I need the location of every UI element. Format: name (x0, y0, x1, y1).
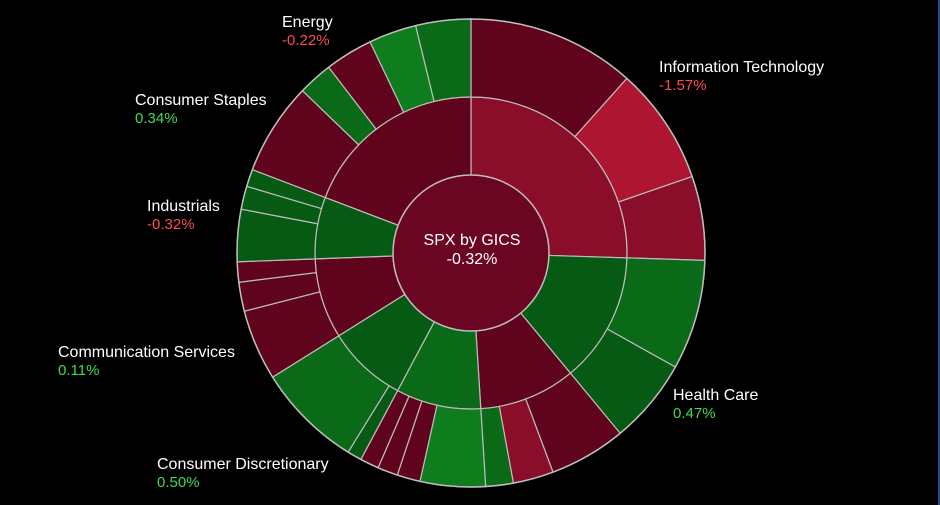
label-change: -0.32% (147, 216, 195, 233)
label-change: 0.47% (673, 405, 716, 422)
label-change: 0.34% (135, 110, 178, 127)
industry-ring (236, 18, 706, 488)
label-name: Health Care (673, 387, 759, 404)
label-health-care[interactable]: Health Care 0.47% (673, 387, 758, 423)
outer-outline (236, 18, 706, 488)
label-name: Industrials (147, 198, 220, 215)
label-name: Communication Services (58, 344, 235, 361)
label-consumer-discretionary[interactable]: Consumer Discretionary 0.50% (157, 456, 329, 492)
label-change: -0.22% (282, 32, 330, 49)
label-consumer-staples[interactable]: Consumer Staples 0.34% (135, 92, 267, 128)
label-name: Information Technology (659, 59, 825, 76)
label-energy[interactable]: Energy -0.22% (282, 14, 333, 50)
label-name: Consumer Discretionary (157, 456, 329, 473)
label-information-technology[interactable]: Information Technology -1.57% (659, 59, 824, 95)
label-change: -1.57% (659, 77, 707, 94)
center-summary: SPX by GICS -0.32% (402, 231, 542, 269)
label-name: Energy (282, 14, 333, 31)
window-edge (938, 0, 940, 505)
label-industrials[interactable]: Industrials -0.32% (147, 198, 220, 234)
chart-title: SPX by GICS (423, 232, 521, 249)
label-change: 0.11% (58, 362, 100, 379)
label-name: Consumer Staples (135, 92, 267, 109)
center-disk[interactable] (392, 174, 550, 332)
label-communication-services[interactable]: Communication Services 0.11% (58, 344, 235, 380)
label-change: 0.50% (157, 474, 200, 491)
total-change: -0.32% (446, 251, 498, 268)
